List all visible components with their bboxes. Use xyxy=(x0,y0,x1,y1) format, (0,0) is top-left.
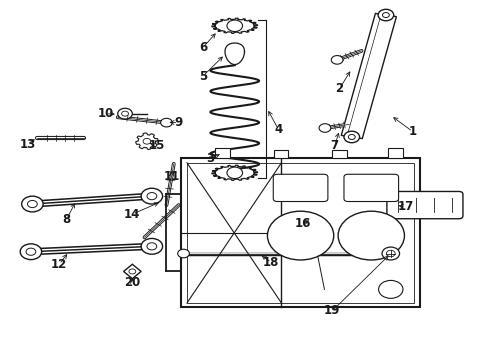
Bar xyxy=(215,148,229,158)
FancyBboxPatch shape xyxy=(386,192,462,219)
Polygon shape xyxy=(341,13,396,139)
FancyBboxPatch shape xyxy=(273,174,327,202)
Circle shape xyxy=(343,131,359,143)
Circle shape xyxy=(177,249,189,258)
Text: 14: 14 xyxy=(124,208,140,221)
Text: 15: 15 xyxy=(148,139,164,152)
Circle shape xyxy=(378,280,402,298)
Circle shape xyxy=(141,188,162,204)
Polygon shape xyxy=(136,133,158,149)
Circle shape xyxy=(226,167,242,179)
Text: 12: 12 xyxy=(51,258,67,271)
Circle shape xyxy=(21,196,43,212)
Text: 5: 5 xyxy=(199,69,207,82)
Text: 1: 1 xyxy=(408,125,416,138)
Circle shape xyxy=(305,216,315,223)
Circle shape xyxy=(319,124,330,132)
Circle shape xyxy=(20,244,41,260)
Text: 11: 11 xyxy=(163,170,179,183)
Text: 8: 8 xyxy=(62,213,70,226)
Text: 10: 10 xyxy=(97,107,113,120)
Text: 13: 13 xyxy=(20,138,36,150)
Text: 16: 16 xyxy=(294,216,310,230)
Text: 3: 3 xyxy=(206,152,214,165)
Text: 20: 20 xyxy=(124,276,140,289)
Bar xyxy=(273,149,288,158)
Text: 17: 17 xyxy=(396,201,413,213)
Text: 19: 19 xyxy=(324,305,340,318)
Text: 18: 18 xyxy=(263,256,279,269)
Circle shape xyxy=(118,108,132,119)
Text: 6: 6 xyxy=(199,41,207,54)
Circle shape xyxy=(141,238,162,254)
Polygon shape xyxy=(224,43,244,64)
Circle shape xyxy=(337,211,404,260)
Polygon shape xyxy=(211,18,257,33)
Bar xyxy=(387,148,402,158)
Polygon shape xyxy=(211,165,257,180)
Bar xyxy=(181,158,419,307)
Circle shape xyxy=(330,55,342,64)
Circle shape xyxy=(377,9,393,21)
Text: 2: 2 xyxy=(335,82,343,95)
Text: 9: 9 xyxy=(174,116,183,129)
Polygon shape xyxy=(123,264,141,279)
FancyBboxPatch shape xyxy=(343,174,398,202)
Circle shape xyxy=(160,118,172,127)
Circle shape xyxy=(381,247,399,260)
Circle shape xyxy=(267,211,333,260)
Text: 4: 4 xyxy=(274,123,282,136)
Bar xyxy=(331,149,346,158)
Bar xyxy=(186,163,413,303)
Circle shape xyxy=(226,20,242,32)
Text: 7: 7 xyxy=(330,139,338,152)
